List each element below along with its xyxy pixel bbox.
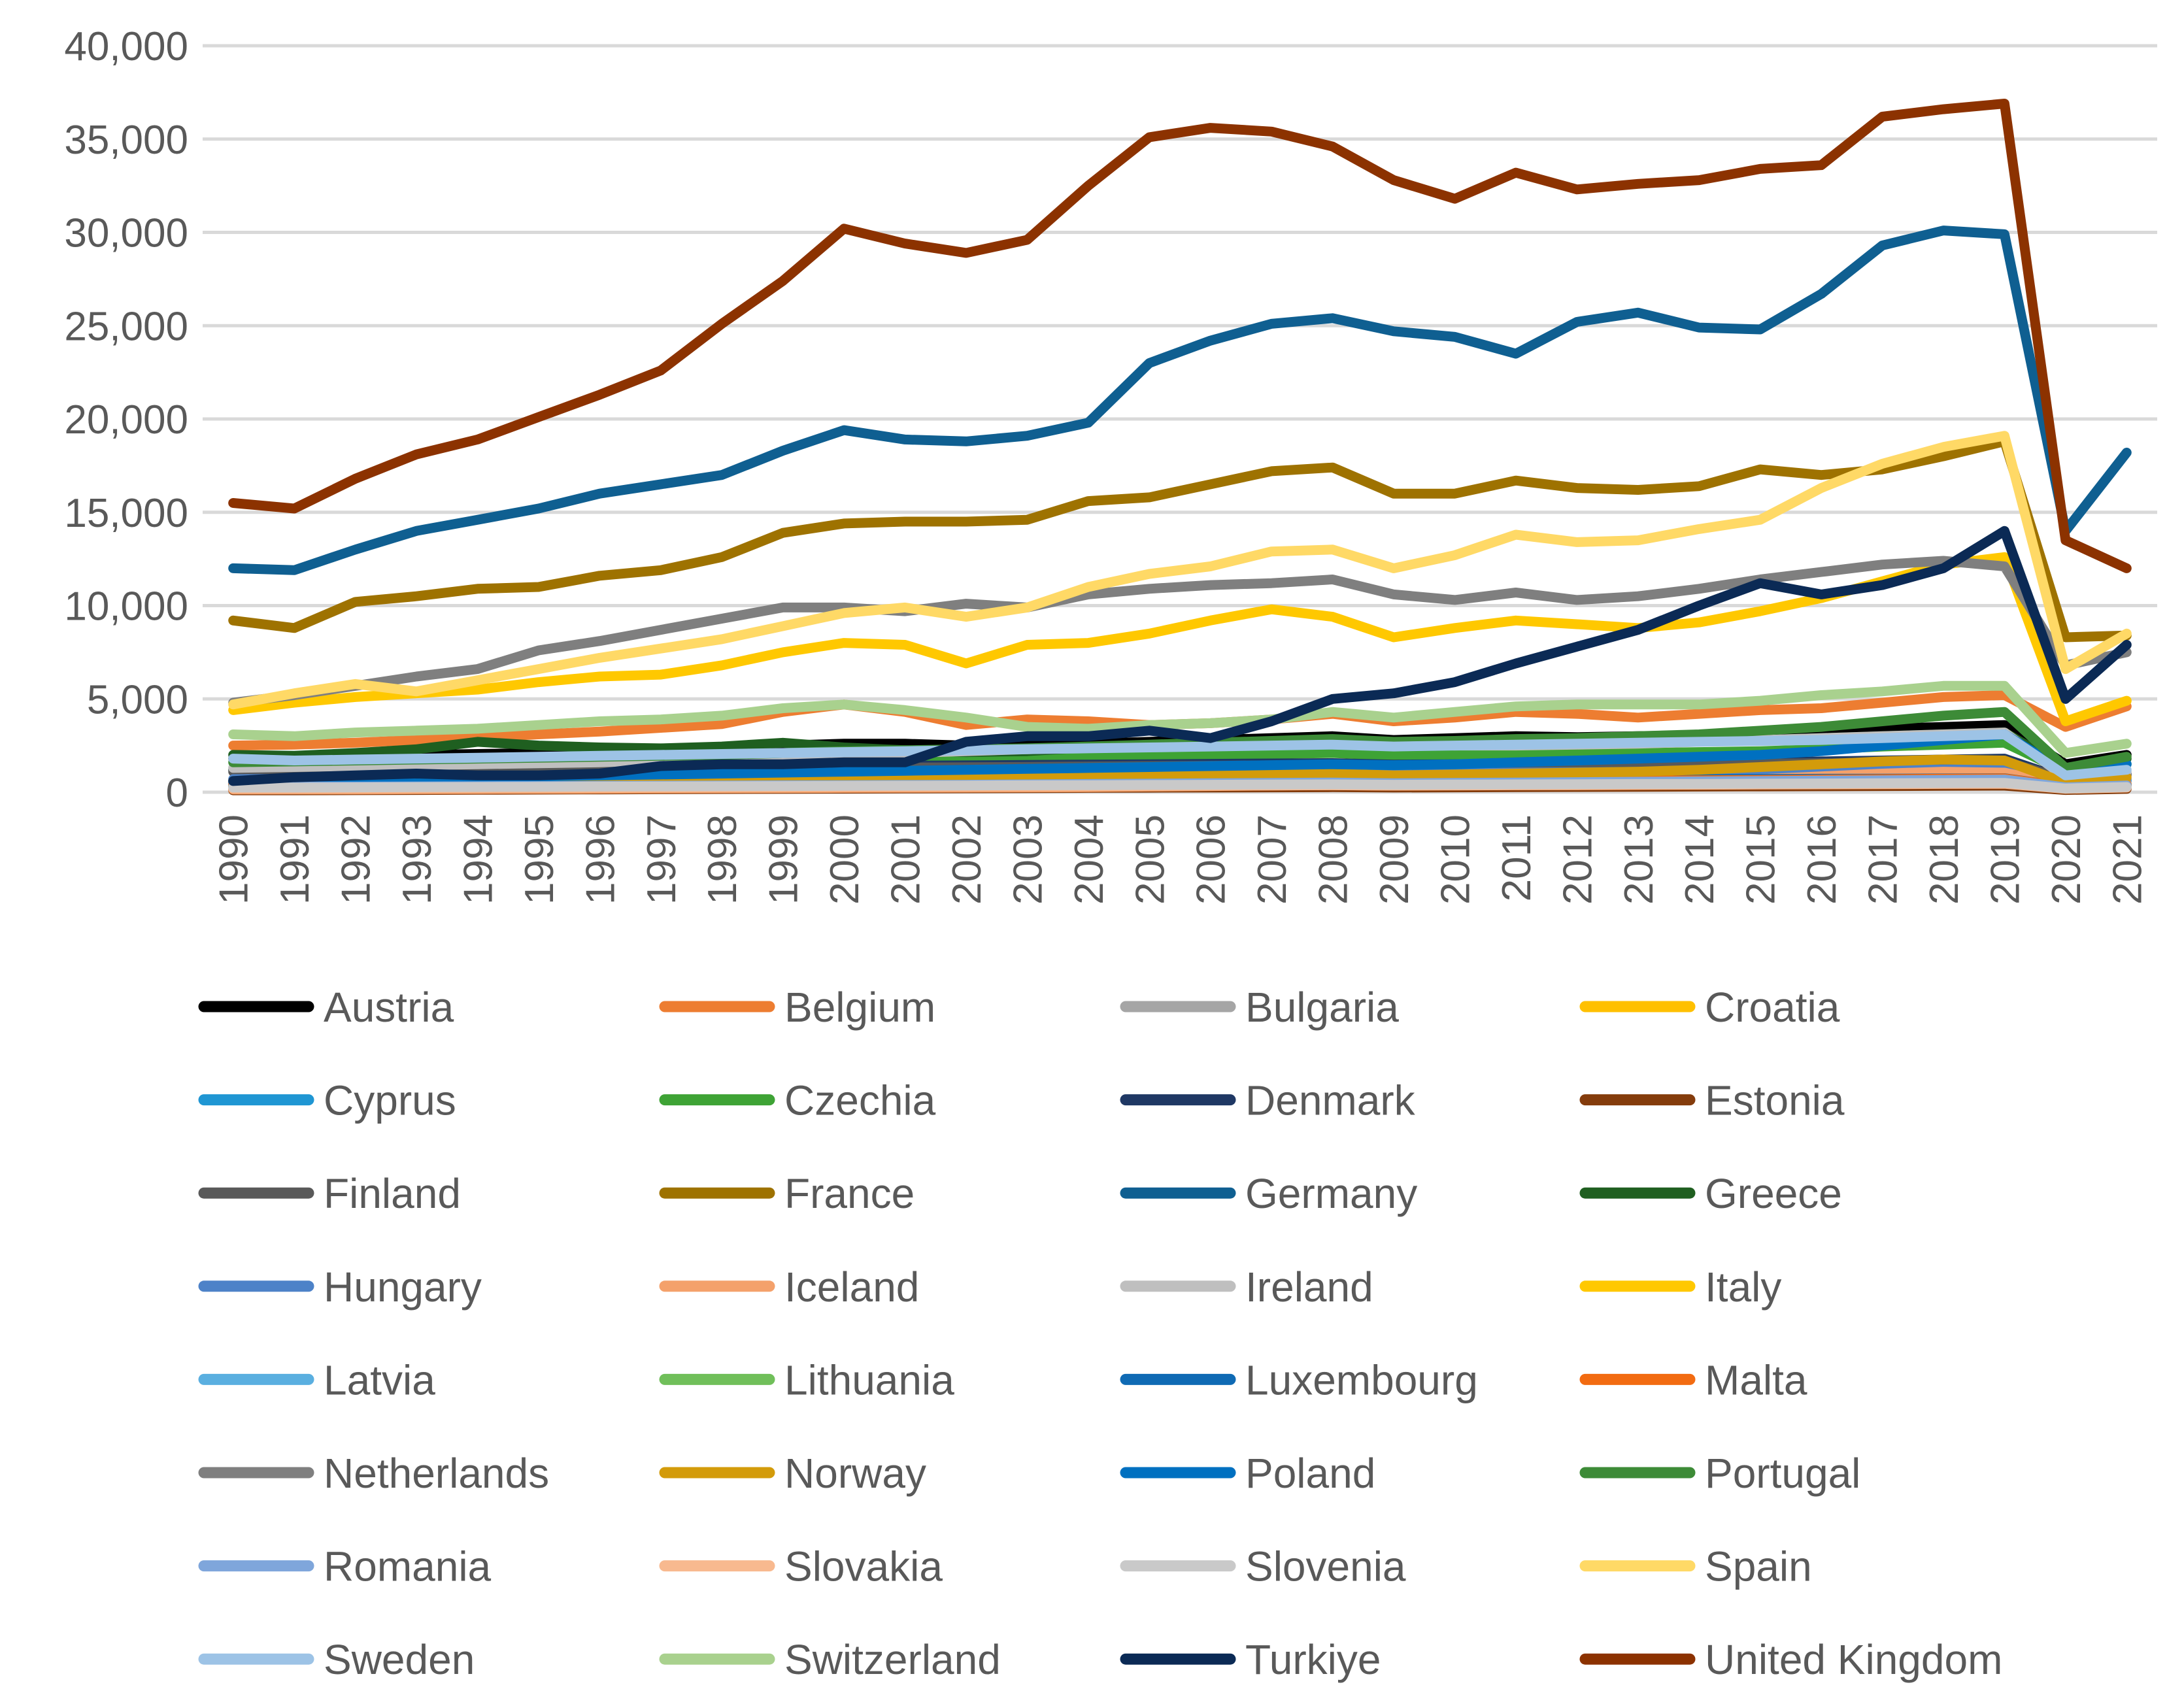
x-tick-label: 1990 xyxy=(212,814,257,905)
series-line-switzerland xyxy=(228,680,2132,758)
series-line-spain xyxy=(228,431,2132,710)
x-tick-label: 2011 xyxy=(1494,814,1539,901)
series-line-netherlands xyxy=(228,556,2132,708)
legend-label: Finland xyxy=(324,1170,461,1217)
y-tick-label: 15,000 xyxy=(64,491,188,536)
legend-label: Bulgaria xyxy=(1245,984,1399,1031)
y-tick-label: 5,000 xyxy=(87,677,188,722)
series-lines xyxy=(228,99,2132,795)
x-tick-label: 1999 xyxy=(762,814,807,905)
y-tick-label: 0 xyxy=(166,771,188,816)
series-line-united-kingdom xyxy=(228,99,2132,573)
legend-label: Austria xyxy=(324,984,454,1031)
legend-label: Romania xyxy=(324,1543,492,1590)
x-tick-label: 2007 xyxy=(1250,814,1295,905)
x-tick-label: 2020 xyxy=(2044,814,2089,905)
x-tick-label: 2016 xyxy=(1800,814,1845,905)
x-tick-label: 2003 xyxy=(1005,814,1050,905)
x-tick-label: 2008 xyxy=(1311,814,1356,905)
legend-label: Luxembourg xyxy=(1245,1356,1478,1403)
x-tick-label: 2006 xyxy=(1189,814,1234,905)
x-tick-label: 2021 xyxy=(2105,814,2150,905)
series-line-germany xyxy=(228,226,2132,575)
legend-label: Lithuania xyxy=(784,1356,954,1403)
x-tick-label: 2001 xyxy=(884,814,929,905)
legend-label: Poland xyxy=(1245,1450,1375,1497)
legend-label: Germany xyxy=(1245,1170,1417,1217)
legend-label: Netherlands xyxy=(324,1450,549,1497)
legend-label: Sweden xyxy=(324,1636,475,1683)
x-tick-label: 1998 xyxy=(700,814,745,905)
x-tick-label: 1991 xyxy=(273,814,318,905)
legend-label: Turkiye xyxy=(1245,1636,1381,1683)
y-tick-label: 40,000 xyxy=(64,24,188,69)
x-tick-label: 2013 xyxy=(1617,814,1662,905)
legend-label: Czechia xyxy=(784,1077,936,1124)
x-tick-label: 2014 xyxy=(1677,814,1722,905)
legend-label: Denmark xyxy=(1245,1077,1416,1124)
legend-label: France xyxy=(784,1170,915,1217)
series-line-italy xyxy=(228,552,2132,726)
x-tick-label: 2012 xyxy=(1555,814,1600,905)
x-tick-label: 2019 xyxy=(1983,814,2028,905)
series-line-turkiye xyxy=(228,526,2132,786)
legend-label: Greece xyxy=(1705,1170,1842,1217)
legend-label: Slovenia xyxy=(1245,1543,1406,1590)
legend-label: Croatia xyxy=(1705,984,1840,1031)
x-tick-label: 2002 xyxy=(945,814,990,905)
legend: Austria Belgium Bulgaria Croatia Cyprus Czech… xyxy=(198,984,2002,1683)
legend-label: Latvia xyxy=(324,1356,435,1403)
x-tick-label: 1996 xyxy=(578,814,623,905)
legend-label: Spain xyxy=(1705,1543,1812,1590)
legend-label: Iceland xyxy=(784,1263,919,1311)
legend-label: Italy xyxy=(1705,1263,1781,1311)
y-tick-label: 10,000 xyxy=(64,584,188,629)
legend-label: Estonia xyxy=(1705,1077,1845,1124)
x-tick-label: 1995 xyxy=(517,814,562,905)
legend-label: Slovakia xyxy=(784,1543,943,1590)
x-tick-label: 2018 xyxy=(1922,814,1967,905)
legend-label: Norway xyxy=(784,1450,926,1497)
x-tick-label: 1994 xyxy=(456,814,501,905)
x-tick-label: 2000 xyxy=(822,814,867,905)
x-tick-label: 2017 xyxy=(1861,814,1906,905)
legend-label: Portugal xyxy=(1705,1450,1860,1497)
x-axis-ticks: 1990 1991 1992 1993 1994 1995 1996 1997 1998 1999… xyxy=(212,814,2151,905)
y-tick-label: 20,000 xyxy=(64,397,188,443)
legend-label: United Kingdom xyxy=(1705,1636,2002,1683)
legend-label: Belgium xyxy=(784,984,935,1031)
y-tick-label: 30,000 xyxy=(64,211,188,256)
legend-label: Switzerland xyxy=(784,1636,1001,1683)
y-tick-label: 25,000 xyxy=(64,304,188,349)
series-line-slovenia xyxy=(228,778,2132,794)
x-tick-label: 1993 xyxy=(395,814,440,905)
x-tick-label: 2005 xyxy=(1128,814,1173,905)
series-line-sweden xyxy=(228,729,2132,780)
legend-label: Hungary xyxy=(324,1263,482,1311)
series-line-france xyxy=(228,436,2132,643)
legend-label: Ireland xyxy=(1245,1263,1373,1311)
x-tick-label: 2010 xyxy=(1433,814,1478,905)
y-tick-label: 35,000 xyxy=(64,118,188,163)
legend-label: Malta xyxy=(1705,1356,1807,1403)
x-tick-label: 2004 xyxy=(1067,814,1112,905)
legend-label: Cyprus xyxy=(324,1077,456,1124)
y-axis-ticks: 0 5,000 10,000 15,000 20,000 25,000 30,000 35,0… xyxy=(64,24,188,816)
x-tick-label: 1997 xyxy=(639,814,684,905)
x-tick-label: 2009 xyxy=(1372,814,1417,905)
x-tick-label: 1992 xyxy=(334,814,379,905)
x-tick-label: 2015 xyxy=(1739,814,1784,905)
